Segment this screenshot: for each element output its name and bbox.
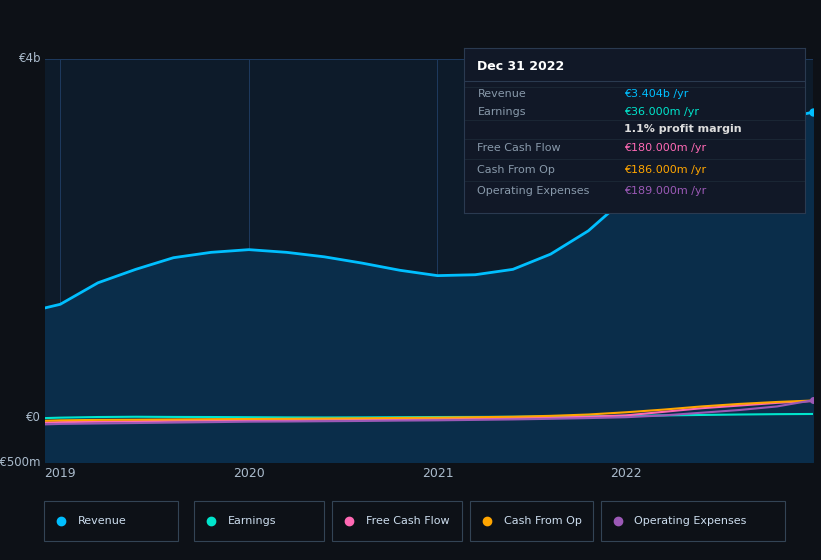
Text: Revenue: Revenue bbox=[478, 89, 526, 99]
Text: Operating Expenses: Operating Expenses bbox=[478, 186, 589, 197]
Text: Operating Expenses: Operating Expenses bbox=[635, 516, 747, 526]
Text: 1.1% profit margin: 1.1% profit margin bbox=[624, 124, 741, 133]
Text: €36.000m /yr: €36.000m /yr bbox=[624, 107, 699, 117]
Text: €180.000m /yr: €180.000m /yr bbox=[624, 143, 706, 153]
Text: €3.404b /yr: €3.404b /yr bbox=[624, 89, 688, 99]
Text: €4b: €4b bbox=[19, 52, 41, 66]
Text: Free Cash Flow: Free Cash Flow bbox=[365, 516, 449, 526]
Text: €186.000m /yr: €186.000m /yr bbox=[624, 165, 706, 175]
Text: Earnings: Earnings bbox=[478, 107, 526, 117]
Text: Cash From Op: Cash From Op bbox=[504, 516, 582, 526]
Text: Free Cash Flow: Free Cash Flow bbox=[478, 143, 561, 153]
Text: €189.000m /yr: €189.000m /yr bbox=[624, 186, 706, 197]
Text: Earnings: Earnings bbox=[227, 516, 276, 526]
Text: Dec 31 2022: Dec 31 2022 bbox=[478, 60, 565, 73]
Text: €0: €0 bbox=[26, 410, 41, 424]
Text: Revenue: Revenue bbox=[78, 516, 126, 526]
Text: -€500m: -€500m bbox=[0, 455, 41, 469]
Text: Cash From Op: Cash From Op bbox=[478, 165, 555, 175]
